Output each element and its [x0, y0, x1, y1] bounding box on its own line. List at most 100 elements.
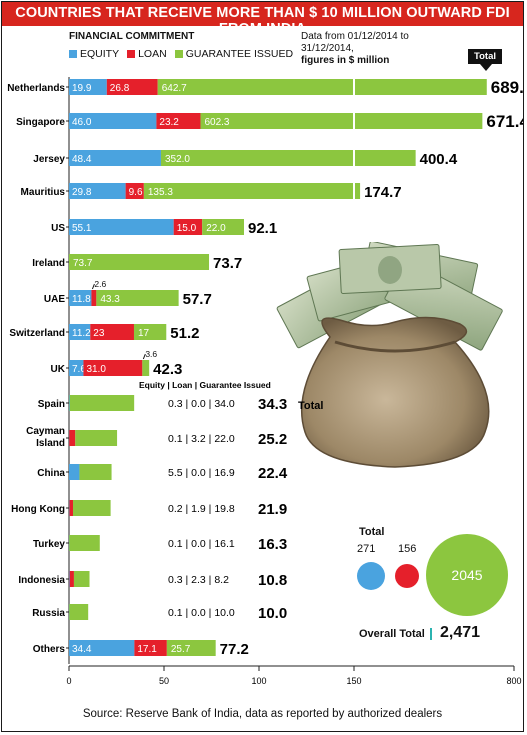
bar-value-label: 11.2 [72, 328, 91, 339]
bar-value-label: 22.0 [206, 223, 226, 234]
bar-value-label: 17.1 [137, 644, 157, 655]
bar-segment-guarantee [73, 571, 90, 587]
row-label: UK [51, 364, 66, 375]
row-total: 34.3 [258, 396, 287, 413]
row-total: 51.2 [170, 325, 199, 342]
row-breakdown: 0.3 | 2.3 | 8.2 [168, 574, 229, 586]
row-label: Singapore [16, 117, 65, 128]
row-label: China [37, 468, 65, 479]
bar-segment-loan [106, 79, 158, 95]
legend-guarantee-swatch [174, 50, 183, 58]
bar-segment-guarantee [69, 535, 100, 551]
bar-value-label: 46.0 [72, 117, 92, 128]
date-line-2: 31/12/2014, [301, 43, 354, 54]
row-label: Indonesia [18, 575, 65, 586]
bar-segment-guarantee [157, 79, 487, 95]
row-breakdown: 5.5 | 0.0 | 16.9 [168, 467, 235, 479]
bar-value-label: 23 [93, 328, 105, 339]
summary-equity-value: 271 [357, 543, 376, 555]
date-line-3: figures in $ million [301, 55, 390, 66]
bar-segment-equity [69, 113, 157, 129]
row-label: Cayman [26, 426, 65, 437]
bar-segment-equity [69, 150, 161, 166]
bar-value-label: 11.8 [72, 294, 91, 305]
bar-segment-guarantee [72, 500, 111, 516]
x-tick-label: 0 [66, 676, 71, 686]
bar-segment-loan [90, 324, 134, 340]
bar-value-label: 17 [138, 328, 150, 339]
bar-segment-loan [83, 360, 143, 376]
total-column-label: Total [298, 400, 323, 412]
bar-segment-equity [69, 290, 92, 306]
bar-segment-loan [134, 640, 167, 656]
sack-tie [334, 340, 456, 353]
bar-value-label: 602.3 [204, 117, 229, 128]
bar-value-label: 2.6 [94, 279, 106, 289]
row-total: 21.9 [258, 501, 287, 518]
row-total: 92.1 [248, 220, 277, 237]
overall-total-separator [430, 628, 432, 640]
legend-guarantee-label: GUARANTEE ISSUED [185, 48, 294, 60]
legend-equity: EQUITY [69, 48, 119, 60]
bar-segment-guarantee [69, 604, 89, 620]
legend-equity-swatch [69, 50, 77, 58]
row-breakdown: 0.3 | 0.0 | 34.0 [168, 398, 235, 410]
sack [300, 316, 490, 468]
legend-loan-label: LOAN [138, 48, 167, 60]
row-total: 57.7 [183, 291, 212, 308]
x-tick-label: 50 [159, 676, 169, 686]
row-label: US [51, 223, 65, 234]
summary-loan-value: 156 [398, 543, 417, 555]
row-total: 16.3 [258, 536, 287, 553]
bar-segment-guarantee [202, 219, 244, 235]
bar-segment-equity [69, 464, 80, 480]
row-label: Hong Kong [11, 504, 65, 515]
row-label: Mauritius [21, 187, 66, 198]
bar-value-label: 9.6 [129, 187, 143, 198]
row-total: 689.4 [491, 78, 524, 97]
bar-segment-guarantee [133, 324, 167, 340]
row-total: 671.4 [486, 112, 524, 131]
row-total: 400.4 [420, 151, 458, 168]
date-line-1: Data from 01/12/2014 to [301, 31, 409, 42]
row-total: 73.7 [213, 255, 242, 272]
chart-title: COUNTRIES THAT RECEIVE MORE THAN $ 10 MI… [15, 5, 510, 37]
row-breakdown: 0.2 | 1.9 | 19.8 [168, 503, 235, 515]
bar-segment-guarantee [79, 464, 112, 480]
bar-value-label: 3.6 [145, 349, 157, 359]
callout-line [142, 353, 146, 360]
bar-value-label: 15.0 [177, 223, 197, 234]
bar-segment-guarantee [69, 254, 210, 270]
bar-segment-loan [69, 571, 74, 587]
row-label: Spain [38, 399, 65, 410]
bar-value-label: 135.3 [148, 187, 173, 198]
legend: EQUITY LOAN GUARANTEE ISSUED [69, 47, 301, 61]
bar-segment-loan [173, 219, 203, 235]
total-tag: Total [468, 49, 502, 64]
bar-value-label: 29.8 [72, 187, 92, 198]
bar-segment-loan [69, 430, 76, 446]
bar-value-label: 19.9 [72, 83, 92, 94]
bar-segment-guarantee [160, 150, 416, 166]
row-total: 10.0 [258, 605, 287, 622]
row-total: 77.2 [220, 641, 249, 658]
row-breakdown: 0.1 | 0.0 | 16.1 [168, 538, 235, 550]
bar-value-label: 642.7 [162, 83, 187, 94]
total-tag-arrow [480, 64, 492, 71]
row-label: Turkey [33, 539, 65, 550]
overall-total-value: 2,471 [440, 624, 481, 641]
bar-segment-guarantee [69, 395, 135, 411]
bar-value-label: 7.6 [72, 364, 86, 375]
bar-value-label: 25.7 [171, 644, 191, 655]
bubble-loan-total [395, 564, 419, 588]
bar-segment-guarantee [143, 183, 361, 199]
x-tick-label: 100 [251, 676, 266, 686]
bar-value-label: 73.7 [73, 258, 93, 269]
bar-value-label: 55.1 [72, 223, 92, 234]
bubble-guarantee-value: 2045 [451, 567, 482, 583]
legend-equity-label: EQUITY [80, 48, 120, 60]
row-breakdown: 0.1 | 3.2 | 22.0 [168, 433, 235, 445]
legend-loan: LOAN [127, 48, 167, 60]
row-total: 22.4 [258, 465, 288, 482]
date-note: Data from 01/12/2014 to 31/12/2014, figu… [301, 31, 441, 67]
